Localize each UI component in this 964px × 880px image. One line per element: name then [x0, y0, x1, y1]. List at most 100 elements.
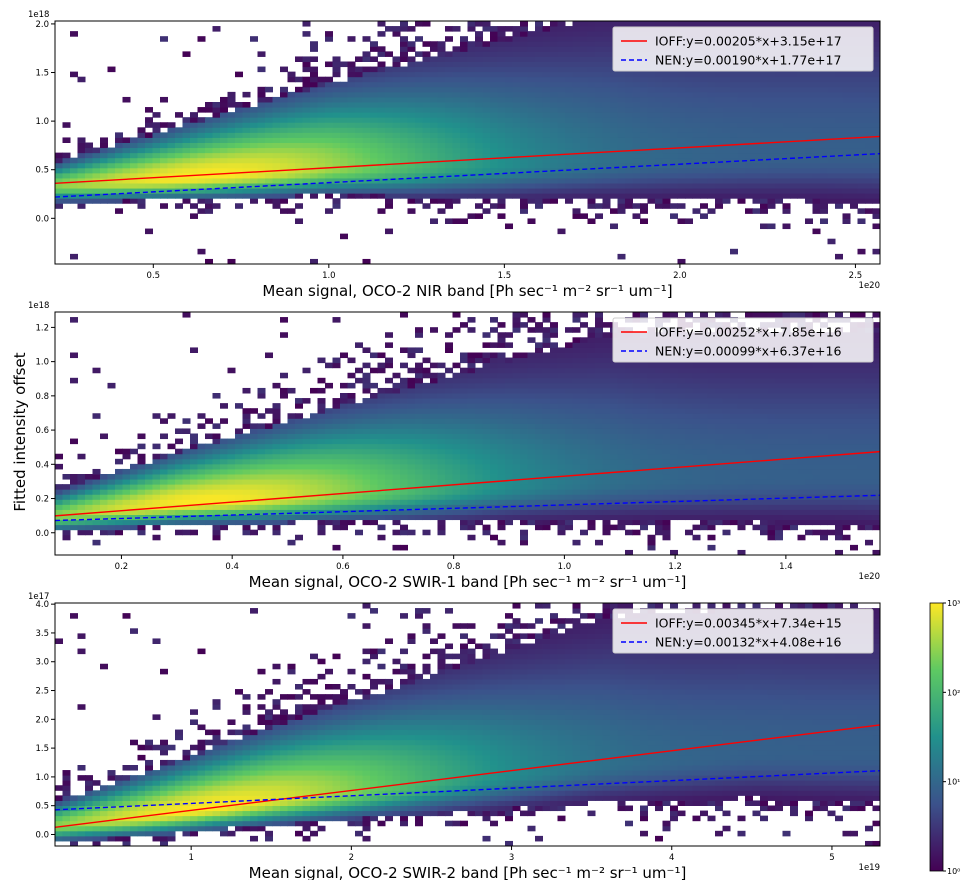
nir-heatmap-cell: [385, 51, 393, 57]
nir-heatmap-cell: [370, 152, 378, 159]
swir1-heatmap-cell: [400, 474, 408, 480]
swir1-heatmap-cell: [302, 458, 311, 465]
swir1-heatmap-cell: [452, 448, 461, 455]
nir-heatmap-cell: [865, 162, 873, 169]
nir-heatmap-cell: [167, 142, 176, 149]
nir-heatmap-cell: [565, 56, 573, 62]
nir-heatmap-cell: [295, 177, 303, 184]
nir-heatmap-cell: [280, 208, 288, 214]
nir-heatmap-cell: [580, 127, 588, 133]
nir-heatmap-cell: [85, 188, 93, 194]
swir1-heatmap-cell: [55, 509, 63, 515]
nir-heatmap-cell: [767, 167, 776, 174]
swir1-heatmap-cell: [62, 474, 71, 480]
nir-heatmap-cell: [640, 96, 648, 103]
swir1-heatmap-cell: [310, 423, 318, 429]
swir1-heatmap-cell: [377, 463, 386, 470]
nir-heatmap-cell: [550, 36, 558, 42]
nir-heatmap-cell: [602, 41, 611, 47]
nir-heatmap-cell: [670, 193, 678, 199]
swir1-heatmap-cell: [422, 367, 431, 374]
swir1-heatmap-cell: [70, 519, 78, 526]
swir1-heatmap-cell: [400, 504, 408, 510]
swir1-heatmap-cell: [70, 317, 78, 323]
swir1-heatmap-cell: [145, 499, 153, 505]
nir-heatmap-cell: [460, 56, 468, 62]
nir-heatmap-cell: [535, 36, 543, 42]
nir-heatmap-cell: [550, 21, 558, 27]
nir-heatmap-cell: [250, 36, 258, 42]
swir1-heatmap-cell: [452, 312, 461, 318]
swir1-heatmap-cell: [332, 474, 341, 480]
swir1-heatmap-cell: [242, 463, 251, 470]
swir1-heatmap-cell: [242, 418, 251, 424]
nir-heatmap-cell: [767, 152, 776, 159]
swir1-heatmap-cell: [370, 438, 378, 445]
nir-heatmap-cell: [137, 193, 146, 199]
nir-heatmap-cell: [77, 167, 86, 174]
nir-heatmap-cell: [527, 81, 536, 88]
swir1-heatmap-cell: [482, 499, 491, 505]
swir1-heatmap-cell: [332, 408, 341, 414]
swir1-heatmap-cell: [497, 474, 506, 480]
swir1-heatmap-cell: [250, 453, 258, 460]
nir-heatmap-cell: [287, 112, 296, 118]
nir-heatmap-cell: [797, 81, 806, 88]
nir-heatmap-cell: [347, 142, 356, 149]
swir1-heatmap-cell: [265, 433, 273, 440]
nir-heatmap-cell: [707, 127, 716, 133]
nir-heatmap-cell: [685, 122, 693, 128]
swir1-heatmap-cell: [400, 398, 408, 404]
swir1-heatmap-cell: [415, 448, 423, 455]
nir-heatmap-cell: [370, 167, 378, 174]
nir-heatmap-cell: [497, 203, 506, 209]
swir1-heatmap-cell: [407, 382, 416, 389]
nir-heatmap-cell: [647, 112, 656, 118]
nir-heatmap-cell: [850, 117, 858, 123]
nir-heatmap-cell: [790, 127, 798, 133]
swir1-heatmap-cell: [452, 428, 461, 434]
nir-heatmap-cell: [550, 107, 558, 113]
nir-heatmap-cell: [760, 71, 768, 78]
nir-density-heatmap: [55, 21, 881, 265]
swir1-heatmap-cell: [422, 398, 431, 404]
swir1-heatmap-cell: [325, 408, 333, 414]
nir-heatmap-cell: [475, 61, 483, 68]
swir1-heatmap-cell: [152, 458, 161, 465]
swir1-heatmap-cell: [295, 423, 303, 429]
nir-heatmap-cell: [580, 91, 588, 98]
nir-heatmap-cell: [182, 157, 191, 164]
nir-heatmap-cell: [580, 46, 588, 52]
swir1-heatmap-cell: [235, 519, 243, 526]
swir1-heatmap-cell: [302, 398, 311, 404]
nir-heatmap-cell: [670, 132, 678, 138]
nir-heatmap-cell: [640, 21, 648, 27]
swir1-heatmap-cell: [175, 448, 183, 455]
swir1-heatmap-cell: [220, 418, 228, 424]
swir1-heatmap-cell: [130, 494, 138, 500]
nir-heatmap-cell: [707, 91, 716, 98]
nir-heatmap-cell: [857, 107, 866, 113]
swir1-heatmap-cell: [152, 504, 161, 510]
nir-heatmap-cell: [377, 172, 386, 179]
nir-heatmap-cell: [295, 147, 303, 154]
nir-heatmap-cell: [572, 81, 581, 88]
nir-heatmap-cell: [287, 122, 296, 128]
nir-heatmap-cell: [92, 188, 101, 194]
nir-heatmap-cell: [265, 96, 273, 103]
swir1-heatmap-cell: [212, 479, 221, 485]
nir-heatmap-cell: [137, 198, 146, 204]
nir-heatmap-cell: [467, 61, 476, 68]
swir1-heatmap-cell: [347, 398, 356, 404]
nir-heatmap-cell: [625, 188, 633, 194]
nir-heatmap-cell: [872, 51, 881, 57]
swir1-heatmap-cell: [317, 423, 326, 429]
swir1-heatmap-cell: [190, 458, 198, 465]
swir1-heatmap-cell: [310, 433, 318, 440]
swir1-heatmap-cell: [265, 453, 273, 460]
nir-heatmap-cell: [805, 177, 813, 184]
swir1-heatmap-cell: [287, 499, 296, 505]
nir-heatmap-cell: [737, 198, 746, 204]
swir1-heatmap-cell: [355, 367, 363, 374]
swir1-heatmap-cell: [527, 479, 536, 485]
